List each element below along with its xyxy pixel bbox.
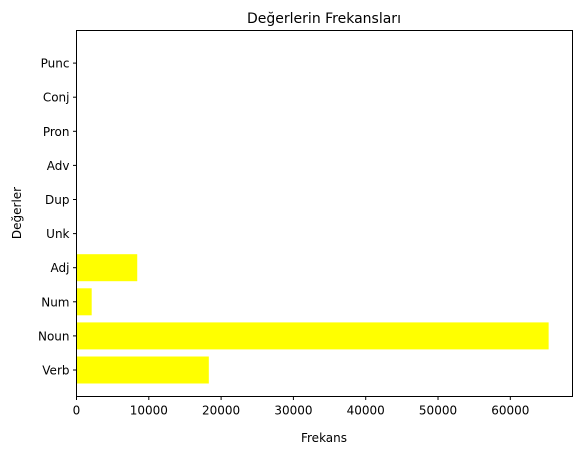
x-tick-label-0: 0	[73, 404, 81, 418]
bar-verb	[76, 356, 209, 384]
x-tick-label-20000: 20000	[202, 404, 240, 418]
y-tick-label-noun: Noun	[38, 329, 70, 343]
y-axis-label: Değerler	[10, 187, 24, 239]
chart-title: Değerlerin Frekansları	[247, 11, 401, 27]
bar-noun	[76, 322, 549, 350]
y-tick-label-num: Num	[41, 295, 69, 309]
y-tick-label-dup: Dup	[45, 193, 69, 207]
y-tick-label-pron: Pron	[43, 125, 70, 139]
x-tick-label-50000: 50000	[419, 404, 457, 418]
y-tick-label-verb: Verb	[42, 364, 69, 378]
x-tick-label-40000: 40000	[347, 404, 385, 418]
x-tick-label-10000: 10000	[130, 404, 168, 418]
plot-frame	[76, 30, 573, 397]
x-ticks-group: 0 10000 20000 30000 40000 50000 60000	[73, 396, 529, 418]
bar-adj	[76, 254, 138, 282]
x-tick-label-60000: 60000	[491, 404, 529, 418]
y-tick-label-unk: Unk	[46, 227, 69, 241]
y-tick-label-adv: Adv	[47, 159, 70, 173]
bars-group	[76, 254, 549, 384]
y-tick-label-adj: Adj	[51, 261, 70, 275]
y-ticks-group: Verb Noun Num Adj Unk Dup Adv Pron Conj Punc	[38, 57, 77, 378]
y-tick-label-conj: Conj	[43, 91, 70, 105]
x-tick-label-30000: 30000	[274, 404, 312, 418]
x-axis-label: Frekans	[301, 431, 347, 445]
bar-num	[76, 288, 92, 316]
y-tick-label-punc: Punc	[41, 57, 70, 71]
